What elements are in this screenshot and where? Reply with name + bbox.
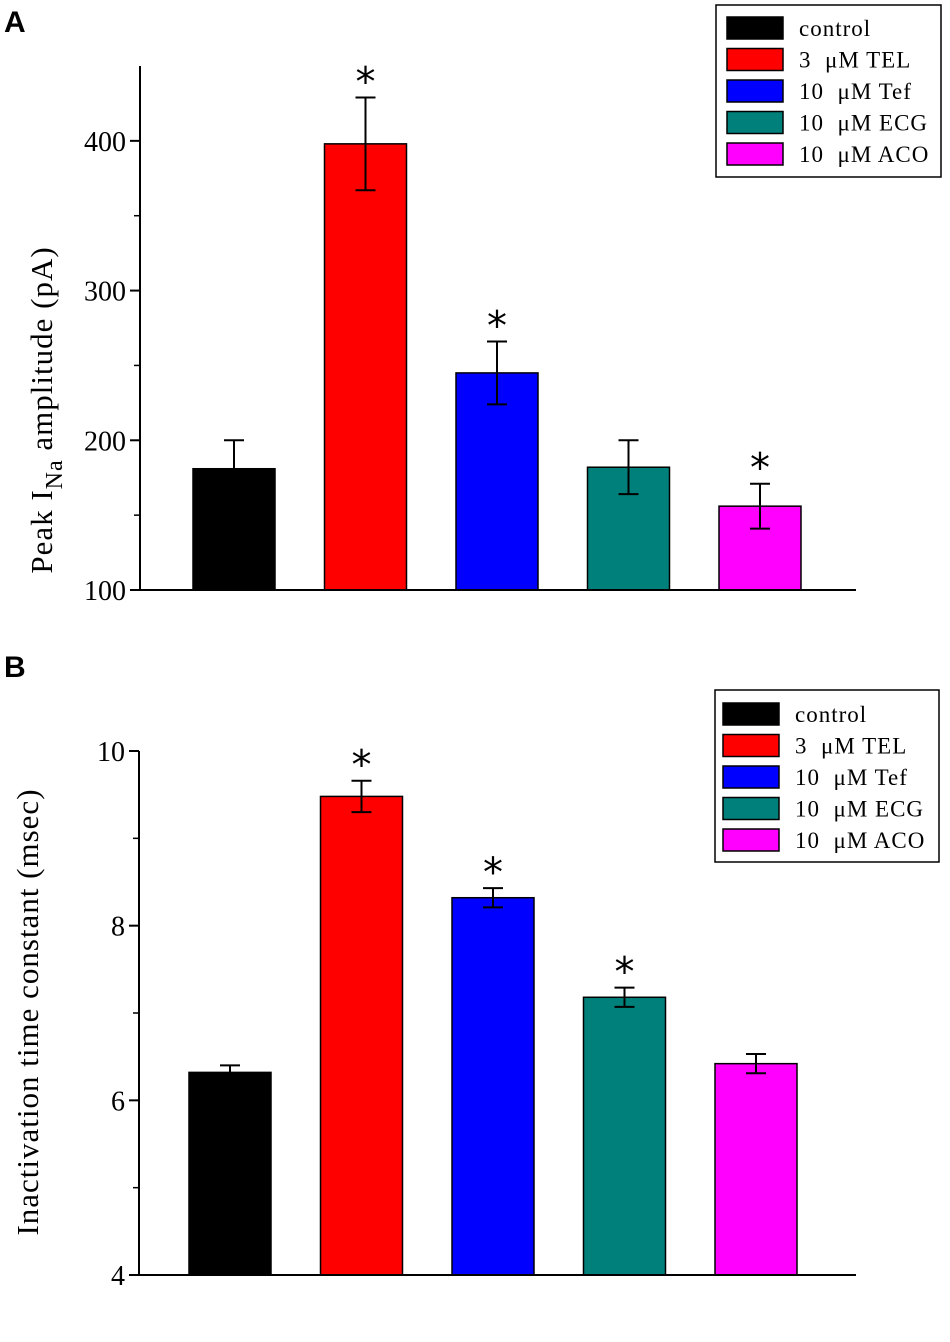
legend-swatch-b-2 bbox=[722, 733, 780, 758]
y-axis-b: 4 6 8 10 bbox=[97, 737, 856, 1292]
significance-star-b-3: * bbox=[483, 850, 503, 896]
legend-swatch-a-3 bbox=[726, 79, 784, 103]
legend-label-a-3: 10 μM Tef bbox=[799, 79, 912, 104]
y-axis-title-a: Peak INa amplitude (pA) bbox=[24, 246, 68, 573]
panel-label-a: A bbox=[4, 6, 26, 39]
y-tick-label-a-3: 300 bbox=[84, 277, 126, 308]
legend-swatch-b-3 bbox=[722, 765, 780, 789]
y-tick-label-a-2: 200 bbox=[84, 426, 126, 457]
bar-b-2 bbox=[319, 795, 404, 1276]
significance-star-b-2: * bbox=[352, 743, 372, 789]
y-axis-a: 100 200 300 400 bbox=[84, 66, 856, 607]
y-tick-label-b-1: 4 bbox=[111, 1261, 125, 1292]
legend-label-b-3: 10 μM Tef bbox=[795, 765, 908, 790]
legend-label-b-4: 10 μM ECG bbox=[795, 797, 924, 822]
legend-swatch-a-4 bbox=[726, 110, 784, 135]
legend-swatch-b-1 bbox=[722, 702, 780, 726]
legend-label-b-1: control bbox=[795, 702, 867, 727]
legend-b: control 3 μM TEL 10 μM Tef 10 μM ECG 10 μM A… bbox=[714, 689, 940, 863]
legend-swatch-a-2 bbox=[726, 47, 784, 72]
bar-b-4 bbox=[582, 996, 667, 1276]
y-tick-label-b-2: 6 bbox=[111, 1086, 125, 1117]
legend-label-b-2: 3 μM TEL bbox=[795, 734, 907, 759]
significance-star-b-4: * bbox=[615, 950, 635, 996]
significance-star-a-5: * bbox=[750, 446, 770, 492]
legend-label-a-1: control bbox=[799, 16, 871, 41]
legend-label-a-4: 10 μM ECG bbox=[799, 111, 928, 136]
y-tick-label-a-4: 400 bbox=[84, 127, 126, 158]
panel-label-b: B bbox=[4, 651, 26, 684]
bar-a-2 bbox=[323, 143, 408, 591]
y-tick-label-b-3: 8 bbox=[111, 912, 125, 943]
chart-b: B Inactivation time constant (msec) * ** … bbox=[4, 651, 940, 1292]
chart-a: A Peak INa amplitude (pA) * * * 100 200 300 4… bbox=[4, 4, 942, 607]
significance-star-a-2: * bbox=[356, 59, 376, 105]
bars-a: * * * bbox=[192, 59, 802, 591]
y-tick-label-b-4: 10 bbox=[97, 737, 125, 768]
bar-b-3 bbox=[451, 896, 535, 1276]
bars-b: * * * bbox=[188, 743, 798, 1276]
significance-star-a-3: * bbox=[487, 303, 507, 349]
bar-b-5 bbox=[714, 1062, 798, 1276]
bar-b-1 bbox=[188, 1071, 272, 1276]
y-tick-label-a-1: 100 bbox=[84, 576, 126, 607]
legend-a: control 3 μM TEL 10 μM Tef 10 μM ECG 10 μM A… bbox=[715, 4, 942, 178]
legend-swatch-a-1 bbox=[726, 16, 784, 40]
legend-label-a-5: 10 μM ACO bbox=[799, 142, 929, 167]
legend-swatch-a-5 bbox=[726, 142, 784, 166]
y-axis-title-b: Inactivation time constant (msec) bbox=[10, 788, 45, 1235]
legend-label-b-5: 10 μM ACO bbox=[795, 828, 925, 853]
legend-swatch-b-5 bbox=[722, 828, 780, 852]
legend-swatch-b-4 bbox=[722, 796, 780, 821]
bar-a-3 bbox=[455, 372, 539, 591]
legend-label-a-2: 3 μM TEL bbox=[799, 48, 911, 73]
